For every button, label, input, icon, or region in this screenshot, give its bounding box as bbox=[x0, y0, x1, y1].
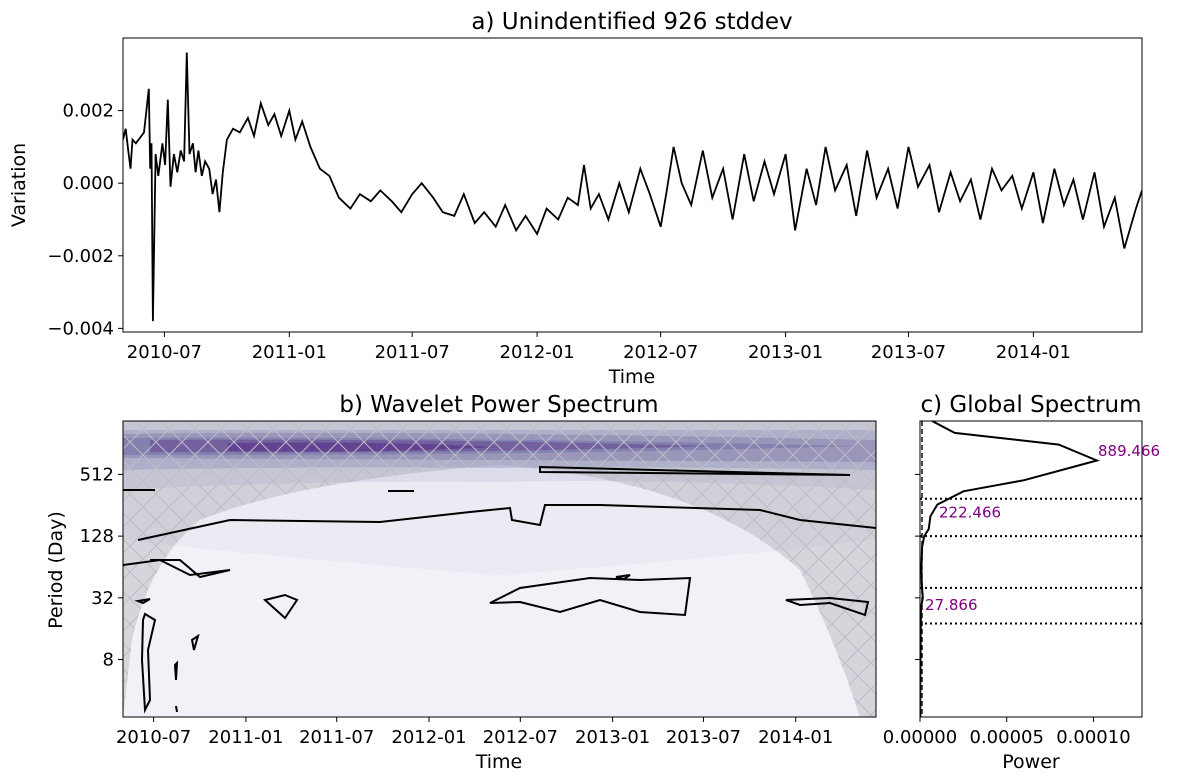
contour-11 bbox=[140, 612, 157, 714]
y-tick-label: 0.002 bbox=[62, 101, 114, 122]
panel-c-x-ticks: 0.00000 0.00005 0.00010 bbox=[883, 717, 1131, 748]
x-tick-label: 2012-07 bbox=[623, 342, 698, 363]
panel-b-x-ticks: 2010-07 2011-01 2011-07 2012-01 2012-07 2013-… bbox=[116, 717, 833, 748]
contour-7 bbox=[615, 574, 631, 581]
contour-5 bbox=[123, 558, 231, 579]
panel-c-title: c) Global Spectrum bbox=[920, 392, 1141, 418]
x-tick-label: 2012-07 bbox=[483, 727, 558, 748]
x-tick-label: 2011-01 bbox=[252, 342, 327, 363]
panel-c-frame bbox=[919, 420, 1143, 718]
panel-b-title: b) Wavelet Power Spectrum bbox=[339, 392, 658, 418]
y-tick-label: 8 bbox=[103, 650, 114, 671]
x-tick-label: 2011-07 bbox=[375, 342, 450, 363]
contour-9 bbox=[785, 596, 870, 617]
panel-c-global-spectrum: c) Global Spectrum 0.00000 0.00005 0.00010… bbox=[883, 392, 1160, 773]
panel-c-y-ticks bbox=[915, 473, 920, 661]
panel-a-y-ticks: 0.002 0.000 −0.002 −0.004 bbox=[47, 101, 123, 339]
panel-b-y-label: Period (Day) bbox=[45, 511, 67, 629]
x-tick-label: 2011-01 bbox=[208, 727, 283, 748]
cone-of-influence-hatch bbox=[123, 421, 876, 717]
contour-13 bbox=[173, 660, 179, 681]
significance-contours bbox=[123, 465, 876, 714]
contour-10 bbox=[134, 598, 151, 605]
x-tick-label: 2012-01 bbox=[500, 342, 575, 363]
panel-c-x-label: Power bbox=[1002, 751, 1060, 773]
x-tick-label: 2013-01 bbox=[575, 727, 650, 748]
panel-b-x-label: Time bbox=[475, 751, 523, 773]
x-tick-label: 2014-01 bbox=[758, 727, 833, 748]
y-tick-label: 32 bbox=[91, 588, 114, 609]
panel-c-plot-area bbox=[920, 421, 1142, 717]
global-spectrum-line bbox=[920, 421, 1100, 717]
x-tick-label: 2012-01 bbox=[391, 727, 466, 748]
peak-label: 27.866 bbox=[925, 596, 978, 614]
x-tick-label: 2013-07 bbox=[666, 727, 741, 748]
panel-b-frame bbox=[122, 420, 877, 718]
x-tick-label: 0.00000 bbox=[883, 727, 957, 748]
x-tick-label: 2013-07 bbox=[871, 342, 946, 363]
series-line bbox=[123, 52, 1142, 322]
y-tick-label: 0.000 bbox=[62, 173, 114, 194]
y-tick-label: 512 bbox=[80, 464, 114, 485]
contour-12 bbox=[190, 633, 200, 651]
contour-8 bbox=[262, 593, 299, 620]
contour-4 bbox=[137, 504, 876, 541]
y-tick-label: 128 bbox=[80, 526, 114, 547]
y-tick-label: −0.004 bbox=[47, 318, 114, 339]
panel-a-title: a) Unindentified 926 stddev bbox=[471, 9, 792, 35]
panel-b-wavelet: b) Wavelet Power Spectrum bbox=[45, 392, 877, 773]
x-tick-label: 0.00010 bbox=[1056, 727, 1130, 748]
contour-1 bbox=[539, 465, 851, 476]
contour-14 bbox=[175, 705, 178, 713]
x-tick-label: 2013-01 bbox=[748, 342, 823, 363]
panel-b-plot-area bbox=[123, 421, 876, 717]
panel-a-x-label: Time bbox=[608, 366, 656, 388]
contour-6 bbox=[489, 576, 692, 617]
x-tick-label: 2010-07 bbox=[127, 342, 202, 363]
x-tick-label: 0.00005 bbox=[970, 727, 1044, 748]
y-tick-label: −0.002 bbox=[47, 246, 114, 267]
panel-a-frame bbox=[122, 37, 1143, 333]
x-tick-label: 2011-07 bbox=[299, 727, 374, 748]
panel-a-y-label: Variation bbox=[8, 143, 30, 227]
x-tick-label: 2014-01 bbox=[996, 342, 1071, 363]
panel-c-peak-labels: 889.466 222.466 27.866 bbox=[925, 442, 1160, 614]
panel-a-plot-area bbox=[123, 52, 1142, 322]
panel-b-y-ticks: 512 128 32 8 bbox=[80, 464, 123, 671]
panel-a-x-ticks: 2010-07 2011-01 2011-07 2012-01 2012-07 2013-… bbox=[127, 332, 1071, 363]
peak-label: 222.466 bbox=[939, 504, 1001, 522]
panel-a-timeseries: a) Unindentified 926 stddev 2010-07 2011-… bbox=[8, 9, 1143, 388]
peak-label: 889.466 bbox=[1098, 442, 1160, 460]
x-tick-label: 2010-07 bbox=[116, 727, 191, 748]
